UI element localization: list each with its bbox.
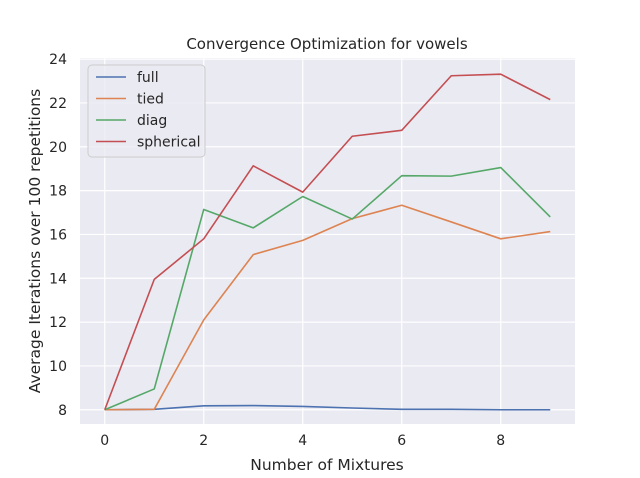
y-tick-label: 18 [49, 184, 67, 200]
x-tick-label: 2 [199, 433, 208, 449]
y-tick-label: 20 [49, 140, 67, 156]
legend-label-tied: tied [137, 92, 164, 108]
y-tick-label: 8 [58, 403, 67, 419]
y-tick-label: 22 [49, 96, 67, 112]
x-axis-label: Number of Mixtures [250, 456, 403, 474]
y-axis-label: Average Iterations over 100 repetitions [26, 89, 44, 393]
series-line-tied [104, 204, 551, 411]
x-tick-label: 0 [100, 433, 109, 449]
series-line-diag [104, 166, 551, 411]
legend-label-full: full [137, 70, 159, 86]
series-line-spherical [104, 73, 551, 411]
legend-label-diag: diag [137, 113, 167, 129]
series-lines [104, 73, 551, 411]
y-tick-label: 12 [49, 315, 67, 331]
legend-box [87, 64, 206, 158]
x-tick-labels: 0 2 4 6 8 [100, 433, 505, 449]
y-tick-label: 24 [49, 52, 67, 68]
y-tick-label: 10 [49, 359, 67, 375]
y-tick-labels: 8 10 12 14 16 18 20 22 24 [49, 52, 67, 419]
legend-label-spherical: spherical [137, 135, 200, 151]
x-tick-label: 6 [397, 433, 406, 449]
series-line-full [104, 404, 551, 411]
y-tick-label: 16 [49, 227, 67, 243]
x-tick-label: 8 [496, 433, 505, 449]
y-tick-label: 14 [49, 271, 67, 287]
x-tick-label: 4 [298, 433, 307, 449]
legend: full tied diag spherical [87, 64, 206, 158]
chart-title: Convergence Optimization for vowels [186, 35, 468, 53]
